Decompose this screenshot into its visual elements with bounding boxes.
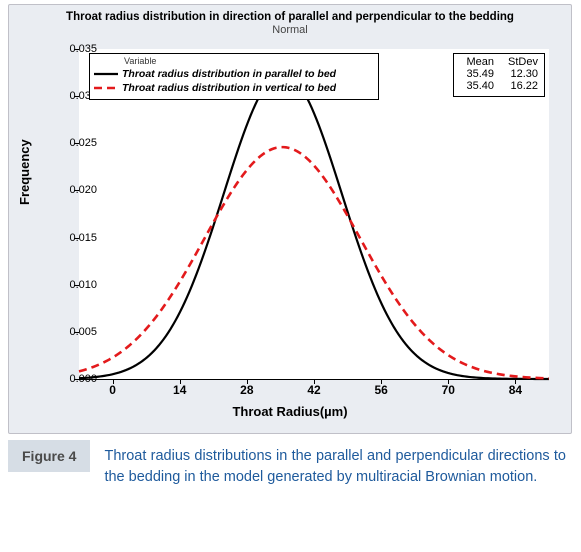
x-tick-label: 14 xyxy=(173,383,186,397)
y-tick-mark xyxy=(74,285,79,286)
chart-subtitle: Normal xyxy=(9,24,571,36)
stats-row-1: 35.40 16.22 xyxy=(460,80,538,92)
legend-swatch-1 xyxy=(94,82,118,94)
legend-label-0: Throat radius distribution in parallel t… xyxy=(122,68,336,80)
stats-header: Mean StDev xyxy=(460,56,538,68)
y-tick-mark xyxy=(74,379,79,380)
x-tick-mark xyxy=(247,379,248,384)
x-tick-label: 56 xyxy=(374,383,387,397)
y-tick-mark xyxy=(74,49,79,50)
y-tick-mark xyxy=(74,96,79,97)
legend-row-0: Throat radius distribution in parallel t… xyxy=(94,67,374,81)
stats-r0-mean: 35.49 xyxy=(460,68,494,80)
x-tick-label: 28 xyxy=(240,383,253,397)
x-tick-label: 84 xyxy=(509,383,522,397)
stats-row-0: 35.49 12.30 xyxy=(460,68,538,80)
y-tick-mark xyxy=(74,332,79,333)
legend-label-1: Throat radius distribution in vertical t… xyxy=(122,82,336,94)
x-axis-label: Throat Radius(µm) xyxy=(9,404,571,419)
stats-head-mean: Mean xyxy=(460,56,494,68)
legend-heading: Variable xyxy=(124,56,374,66)
y-tick-mark xyxy=(74,238,79,239)
stats-head-stdev: StDev xyxy=(504,56,538,68)
x-tick-mark xyxy=(448,379,449,384)
x-tick-mark xyxy=(381,379,382,384)
x-tick-label: 42 xyxy=(307,383,320,397)
legend-swatch-0 xyxy=(94,68,118,80)
series-parallel xyxy=(79,73,549,379)
figure-badge: Figure 4 xyxy=(8,440,90,472)
caption-text: Throat radius distributions in the paral… xyxy=(104,440,572,488)
x-tick-mark xyxy=(515,379,516,384)
y-axis-label: Frequency xyxy=(17,139,32,205)
x-tick-label: 70 xyxy=(442,383,455,397)
chart-title: Throat radius distribution in direction … xyxy=(9,5,571,23)
stats-r0-stdev: 12.30 xyxy=(504,68,538,80)
chart-panel: Throat radius distribution in direction … xyxy=(8,4,572,434)
y-tick-mark xyxy=(74,143,79,144)
x-tick-mark xyxy=(314,379,315,384)
stats-box: Mean StDev 35.49 12.30 35.40 16.22 xyxy=(453,53,545,97)
x-tick-mark xyxy=(180,379,181,384)
stats-r1-mean: 35.40 xyxy=(460,80,494,92)
y-tick-mark xyxy=(74,190,79,191)
legend-box: Variable Throat radius distribution in p… xyxy=(89,53,379,100)
x-tick-mark xyxy=(113,379,114,384)
stats-r1-stdev: 16.22 xyxy=(504,80,538,92)
x-tick-label: 0 xyxy=(109,383,116,397)
legend-row-1: Throat radius distribution in vertical t… xyxy=(94,81,374,95)
series-vertical xyxy=(79,147,549,378)
caption-area: Figure 4 Throat radius distributions in … xyxy=(8,440,572,488)
